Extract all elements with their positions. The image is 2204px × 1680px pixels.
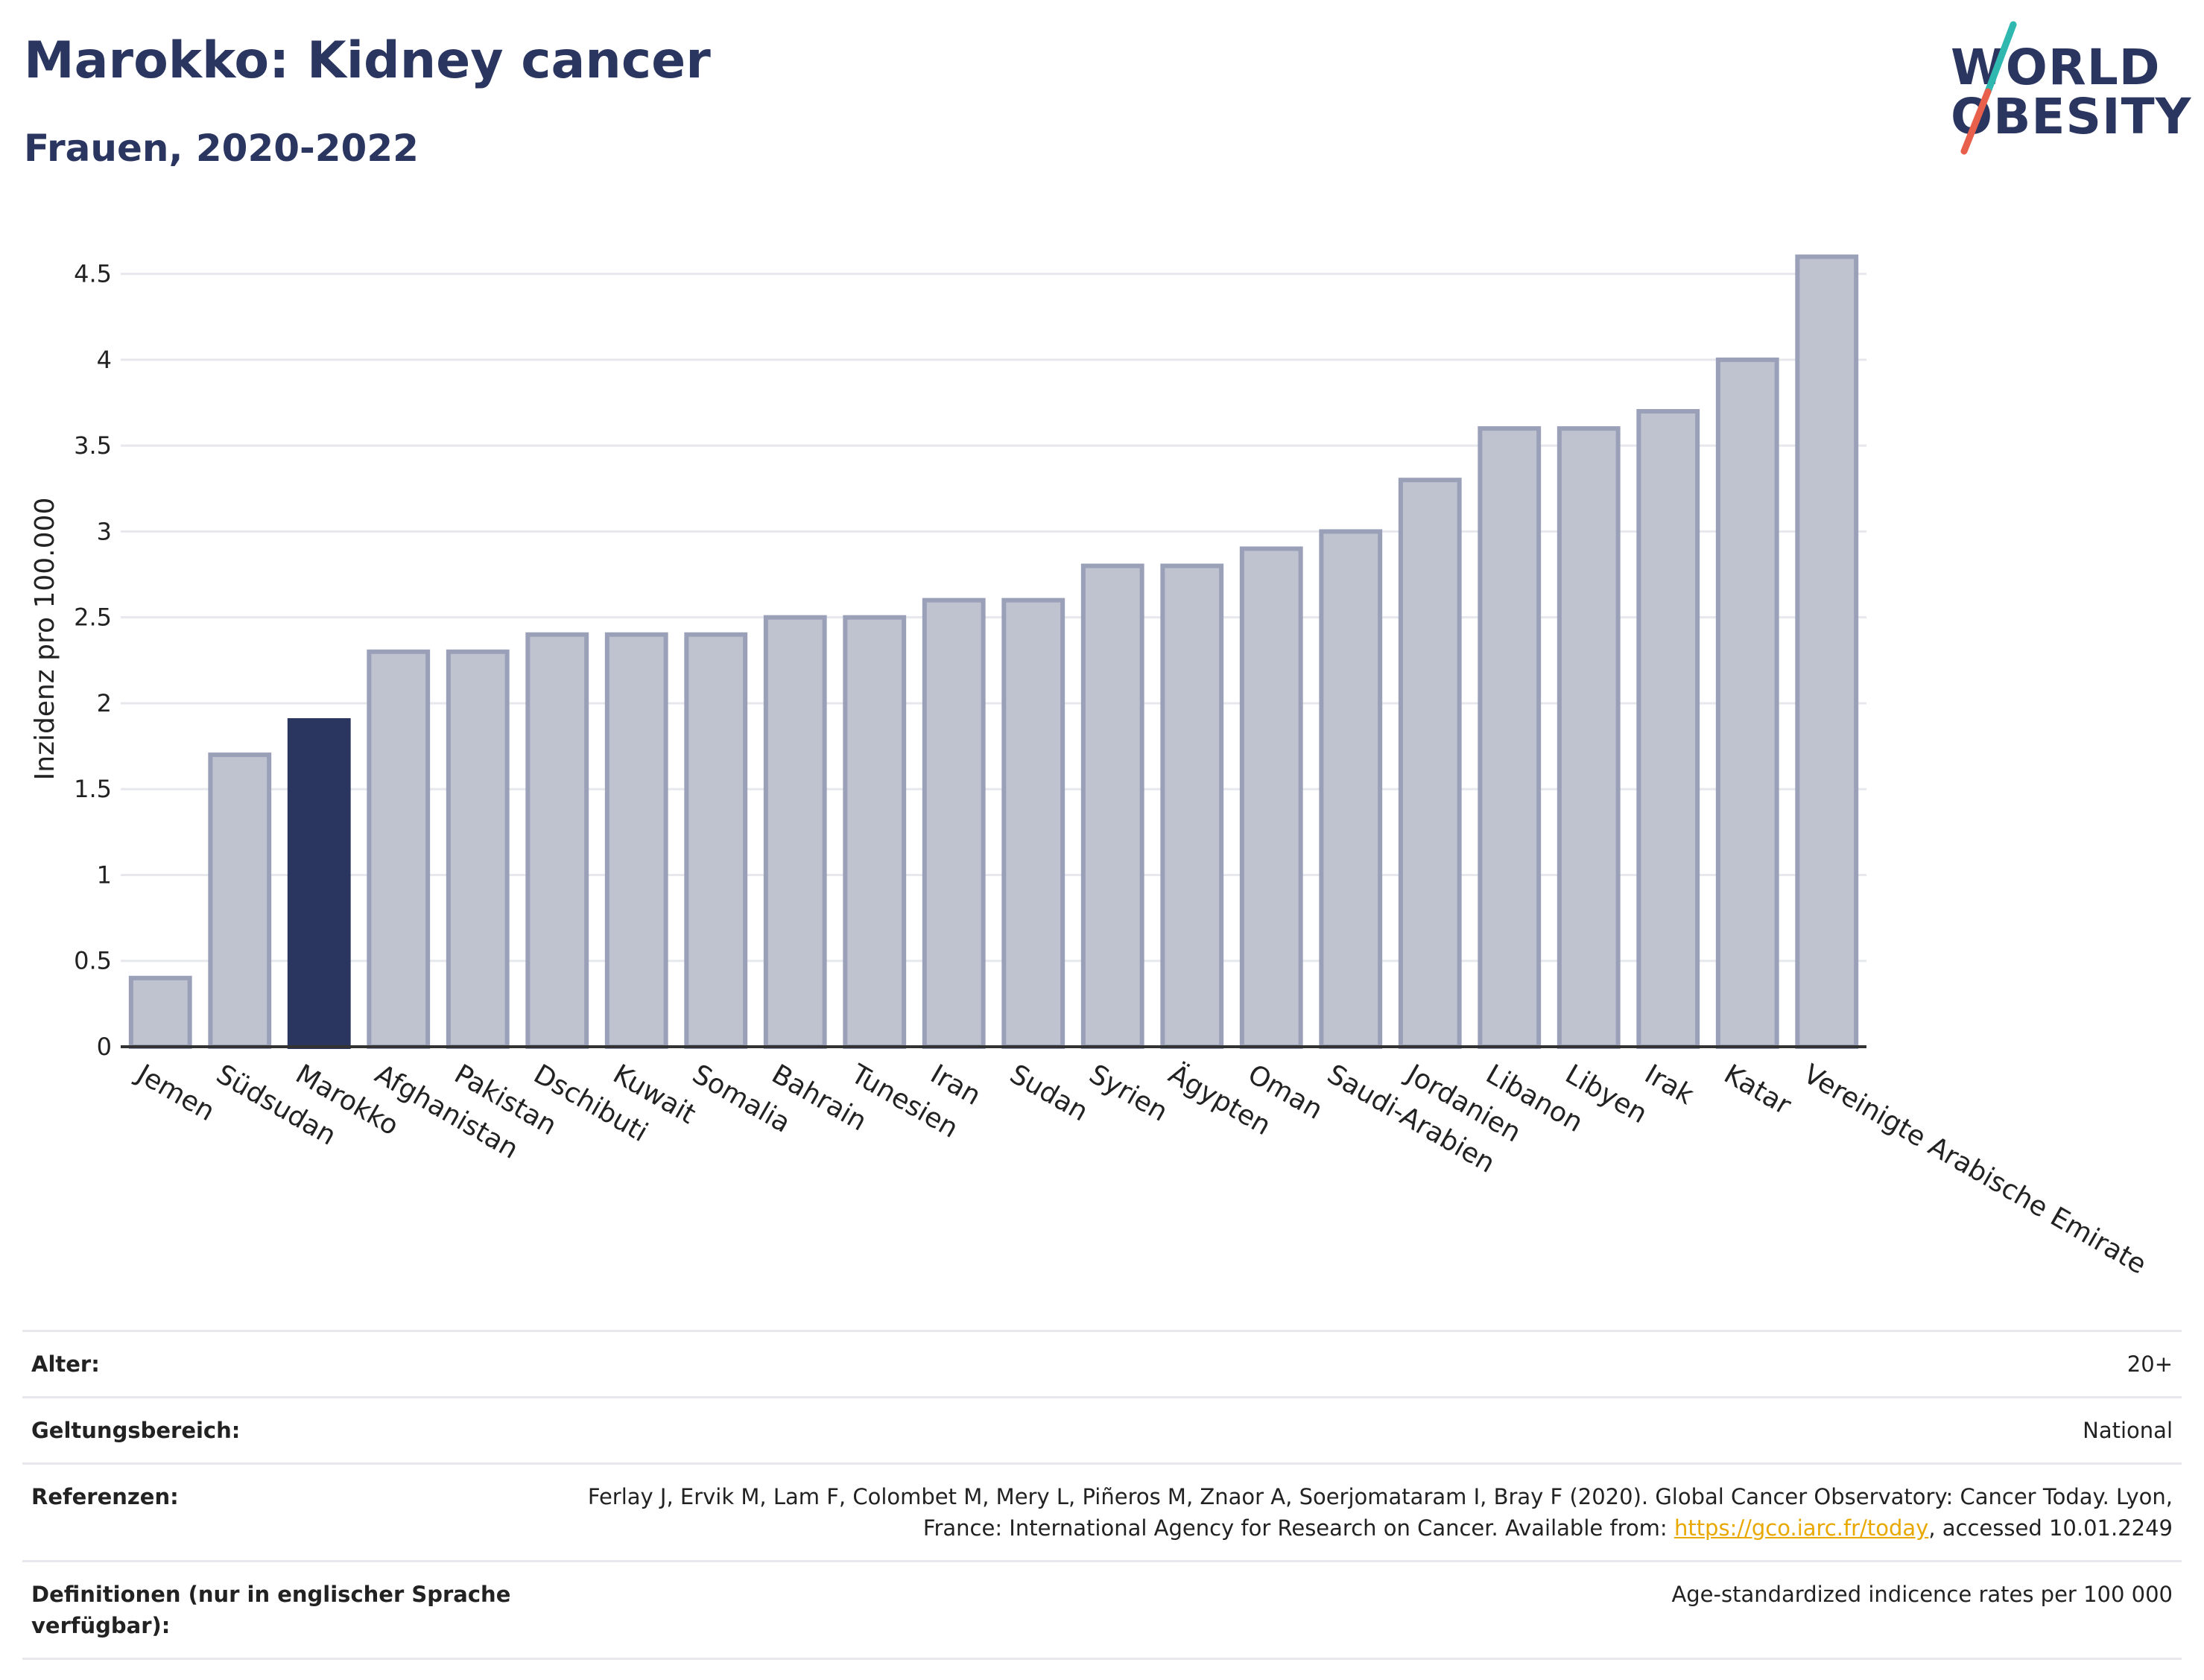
- reference-accessed: , accessed 10.01.2249: [1928, 1515, 2173, 1541]
- bar: [1160, 563, 1224, 1049]
- logo-text-world: WORLD: [1951, 39, 2161, 96]
- world-obesity-logo[interactable]: WORLD OBESITY: [1930, 21, 2204, 162]
- bar: [1636, 409, 1700, 1050]
- info-row-definitions: Definitionen (nur in englischer Sprache …: [22, 1560, 2182, 1660]
- bar: [922, 597, 986, 1049]
- bar: [1398, 478, 1462, 1049]
- bar: [763, 615, 827, 1049]
- logo-text-obesity: OBESITY: [1951, 88, 2192, 145]
- page-title: Marokko: Kidney cancer: [24, 31, 711, 90]
- info-table: Alter: 20+ Geltungsbereich: National Ref…: [22, 1330, 2182, 1660]
- info-label: Definitionen (nur in englischer Sprache …: [22, 1560, 577, 1660]
- reference-text: Ferlay J, Ervik M, Lam F, Colombet M, Me…: [587, 1484, 2173, 1541]
- bar: [446, 649, 510, 1049]
- bar: [1795, 254, 1859, 1049]
- info-label: Geltungsbereich:: [22, 1396, 577, 1464]
- bar: [1478, 426, 1542, 1049]
- x-tick-label: Syrien: [1084, 1059, 1173, 1127]
- x-tick-label: Sudan: [1004, 1059, 1093, 1127]
- bar: [604, 632, 668, 1049]
- y-tick-label: 2: [97, 689, 112, 717]
- chart-svg: 0 0.5 1 1.5 2 2.5 3 3.5 4 4.5 Inzidenz pro 100.000…: [30, 254, 2151, 1281]
- bar: [128, 975, 192, 1049]
- bar: [367, 649, 431, 1049]
- bar: [1239, 546, 1303, 1049]
- y-tick-label: 3.5: [74, 431, 112, 460]
- bar: [287, 718, 351, 1049]
- bar: [1080, 563, 1144, 1049]
- logo-slash-icon: [1960, 21, 2017, 155]
- info-value: Age-standardized indicence rates per 100…: [577, 1560, 2182, 1660]
- y-tick-label: 1.5: [74, 775, 112, 803]
- bar: [1557, 426, 1621, 1049]
- y-tick-label: 4: [97, 346, 112, 374]
- y-tick-label: 4.5: [74, 260, 112, 288]
- info-row-references: Referenzen: Ferlay J, Ervik M, Lam F, Co…: [22, 1462, 2182, 1562]
- info-label: Alter:: [22, 1330, 577, 1398]
- y-tick-label: 0.5: [74, 947, 112, 975]
- y-tick-label: 0: [97, 1033, 112, 1061]
- bar: [684, 632, 748, 1049]
- page-subtitle: Frauen, 2020-2022: [24, 127, 419, 170]
- info-value: Ferlay J, Ervik M, Lam F, Colombet M, Me…: [577, 1462, 2182, 1562]
- x-tick-label: Jemen: [130, 1058, 220, 1127]
- bar: [208, 752, 272, 1050]
- y-axis-label: Inzidenz pro 100.000: [30, 498, 60, 781]
- info-row-scope: Geltungsbereich: National: [22, 1396, 2182, 1464]
- bar: [843, 615, 907, 1049]
- bar: [1319, 529, 1383, 1049]
- x-tick-label: Katar: [1719, 1059, 1796, 1121]
- y-tick-label: 3: [97, 517, 112, 545]
- bar: [1001, 597, 1065, 1049]
- info-label: Referenzen:: [22, 1462, 577, 1562]
- bar: [525, 632, 589, 1049]
- bar-chart: 0 0.5 1 1.5 2 2.5 3 3.5 4 4.5 Inzidenz pro 100.000…: [0, 186, 2204, 1304]
- x-tick-label: Vereinigte Arabische Emirate: [1798, 1059, 2151, 1280]
- bar: [1715, 357, 1779, 1050]
- info-row-age: Alter: 20+: [22, 1330, 2182, 1398]
- info-value: 20+: [577, 1330, 2182, 1398]
- info-value: National: [577, 1396, 2182, 1464]
- y-tick-label: 2.5: [74, 603, 112, 632]
- reference-link[interactable]: https://gco.iarc.fr/today: [1673, 1515, 1929, 1541]
- y-tick-label: 1: [97, 860, 112, 889]
